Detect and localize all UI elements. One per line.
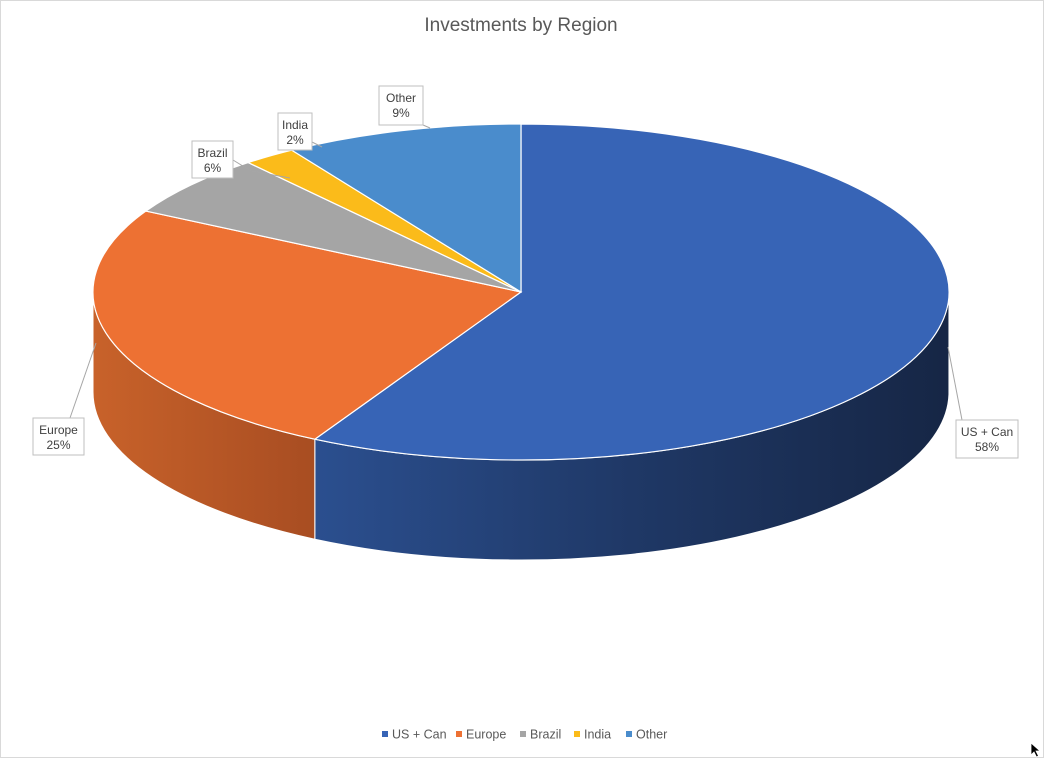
data-label-box-india (277, 112, 313, 151)
data-label-box-us-can (955, 419, 1019, 459)
legend-swatch-brazil (520, 731, 526, 737)
data-label-value-brazil: 6% (204, 161, 222, 175)
data-label-value-india: 2% (286, 133, 304, 147)
data-label-box-brazil (191, 140, 234, 179)
legend-label-europe: Europe (466, 728, 506, 742)
data-label-category-brazil: Brazil (197, 146, 227, 160)
legend-swatch-us-can (382, 731, 388, 737)
legend: US + Can Europe Brazil India Other (382, 728, 667, 742)
leader-line-india (311, 141, 323, 148)
legend-item-india: India (574, 728, 611, 742)
legend-label-brazil: Brazil (530, 728, 561, 742)
pie-slice-europe (92, 210, 523, 440)
legend-item-us-can: US + Can (382, 728, 447, 742)
legend-label-us-can: US + Can (392, 728, 447, 742)
data-label-value-europe: 25% (46, 438, 70, 452)
leader-line-brazil (232, 159, 291, 179)
mouse-pointer-icon (1030, 742, 1042, 758)
data-label-box-europe (32, 417, 85, 456)
pie-slice-us-can (313, 123, 950, 461)
pie-slices (92, 123, 950, 461)
data-label-category-other: Other (386, 91, 416, 105)
data-label-value-other: 9% (392, 106, 410, 120)
chart-title: Investments by Region (424, 15, 617, 36)
legend-item-other: Other (626, 728, 667, 742)
legend-label-india: India (584, 728, 611, 742)
legend-label-other: Other (636, 728, 667, 742)
data-label-category-europe: Europe (39, 423, 78, 437)
legend-swatch-india (574, 731, 580, 737)
legend-item-brazil: Brazil (520, 728, 561, 742)
legend-item-europe: Europe (456, 728, 506, 742)
data-label-box-other (378, 85, 424, 126)
data-label-category-us-can: US + Can (961, 425, 1013, 439)
data-label-category-india: India (282, 118, 308, 132)
leader-line-us-can (947, 346, 963, 421)
leader-line-other (422, 124, 431, 129)
leader-line-europe (69, 342, 97, 419)
legend-swatch-other (626, 731, 632, 737)
data-label-value-us-can: 58% (975, 440, 999, 454)
pie-slice-brazil (144, 161, 522, 293)
legend-swatch-europe (456, 731, 462, 737)
